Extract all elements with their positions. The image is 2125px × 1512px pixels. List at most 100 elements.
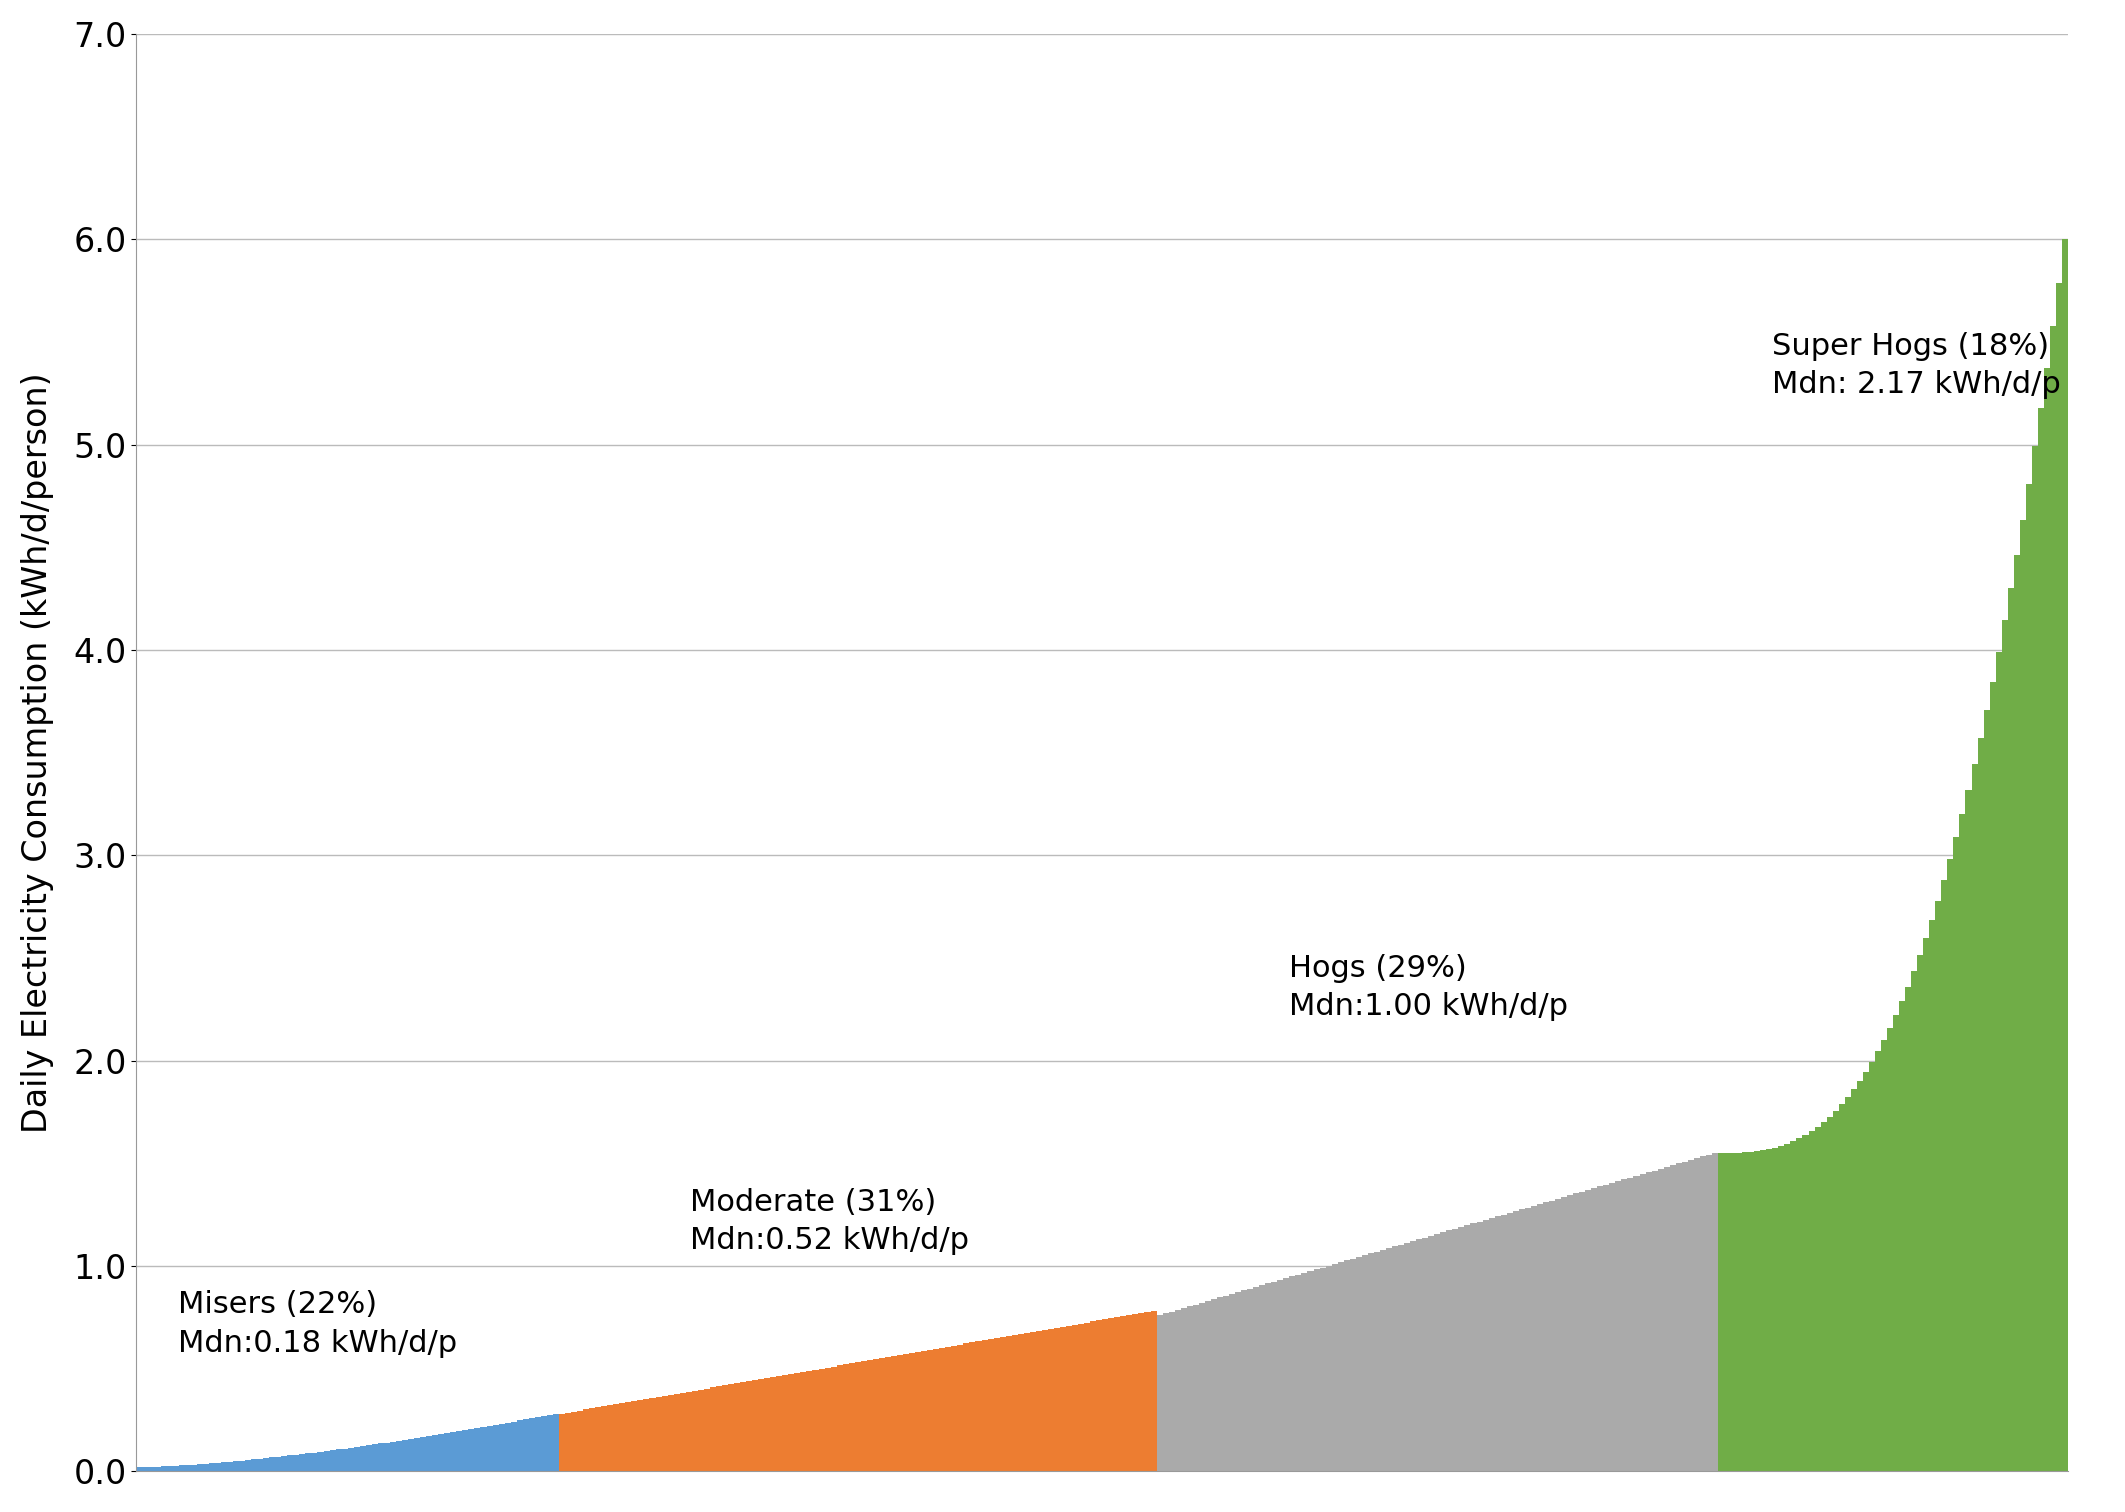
Bar [1536,1204,1543,1471]
Bar [2025,484,2032,1471]
Bar [1923,937,1930,1471]
Bar [1844,1098,1851,1471]
Bar [884,1358,890,1471]
Bar [1300,1273,1307,1471]
Bar [1828,1117,1832,1471]
Bar [654,1397,661,1471]
Bar [172,1465,178,1471]
Bar [686,1391,693,1471]
Bar [1785,1143,1791,1471]
Bar [227,1462,234,1471]
Bar [516,1420,523,1471]
Bar [1983,711,1989,1471]
Bar [1910,971,1917,1471]
Bar [1320,1267,1326,1471]
Bar [215,1462,221,1471]
Bar [372,1444,378,1471]
Bar [952,1346,958,1471]
Bar [1519,1210,1526,1471]
Bar [1415,1240,1422,1471]
Bar [733,1383,740,1471]
Bar [933,1349,939,1471]
Bar [1543,1202,1549,1471]
Bar [178,1465,185,1471]
Bar [812,1370,818,1471]
Bar [614,1405,618,1471]
Bar [1458,1226,1464,1471]
Bar [1815,1126,1821,1471]
Bar [431,1435,438,1471]
Bar [155,1467,162,1471]
Bar [1713,1154,1717,1471]
Bar [1067,1326,1071,1471]
Bar [1585,1190,1592,1471]
Bar [1175,1309,1182,1471]
Bar [1441,1232,1447,1471]
Bar [578,1411,582,1471]
Bar [926,1350,933,1471]
Bar [1109,1318,1114,1471]
Bar [1857,1081,1864,1471]
Bar [1077,1323,1084,1471]
Bar [1490,1219,1494,1471]
Bar [644,1399,650,1471]
Bar [631,1402,638,1471]
Bar [202,1464,208,1471]
Bar [1808,1131,1815,1471]
Bar [552,1414,559,1471]
Bar [1041,1331,1048,1471]
Bar [359,1445,365,1471]
Bar [474,1427,480,1471]
Bar [1192,1305,1198,1471]
Bar [414,1438,421,1471]
Bar [1609,1182,1615,1471]
Bar [1946,859,1953,1471]
Bar [185,1465,191,1471]
Bar [342,1448,348,1471]
Text: Misers (22%)
Mdn:0.18 kWh/d/p: Misers (22%) Mdn:0.18 kWh/d/p [178,1290,457,1358]
Bar [536,1417,542,1471]
Bar [697,1390,703,1471]
Bar [2021,520,2025,1471]
Bar [444,1433,450,1471]
Bar [1483,1220,1490,1471]
Bar [1012,1335,1018,1471]
Bar [995,1338,999,1471]
Bar [601,1406,608,1471]
Bar [1343,1261,1349,1471]
Bar [1796,1139,1802,1471]
Bar [759,1379,765,1471]
Bar [1615,1181,1621,1471]
Bar [939,1347,946,1471]
Bar [963,1344,969,1471]
Bar [348,1448,353,1471]
Bar [1005,1337,1012,1471]
Bar [1772,1148,1779,1471]
Bar [1205,1300,1211,1471]
Bar [1337,1263,1343,1471]
Bar [1271,1282,1277,1471]
Bar [523,1420,529,1471]
Bar [693,1391,697,1471]
Bar [1198,1303,1205,1471]
Bar [801,1371,808,1471]
Bar [257,1459,264,1471]
Text: Moderate (31%)
Mdn:0.52 kWh/d/p: Moderate (31%) Mdn:0.52 kWh/d/p [691,1188,969,1255]
Bar [1592,1188,1598,1471]
Bar [1513,1211,1519,1471]
Bar [824,1367,831,1471]
Bar [831,1367,837,1471]
Bar [808,1371,812,1471]
Bar [1228,1294,1235,1471]
Bar [1264,1284,1271,1471]
Bar [336,1450,342,1471]
Bar [1959,813,1966,1471]
Bar [1224,1296,1228,1471]
Bar [1942,880,1946,1471]
Bar [680,1393,686,1471]
Bar [903,1353,910,1471]
Bar [149,1467,155,1471]
Bar [1730,1152,1736,1471]
Bar [1186,1306,1192,1471]
Bar [438,1433,444,1471]
